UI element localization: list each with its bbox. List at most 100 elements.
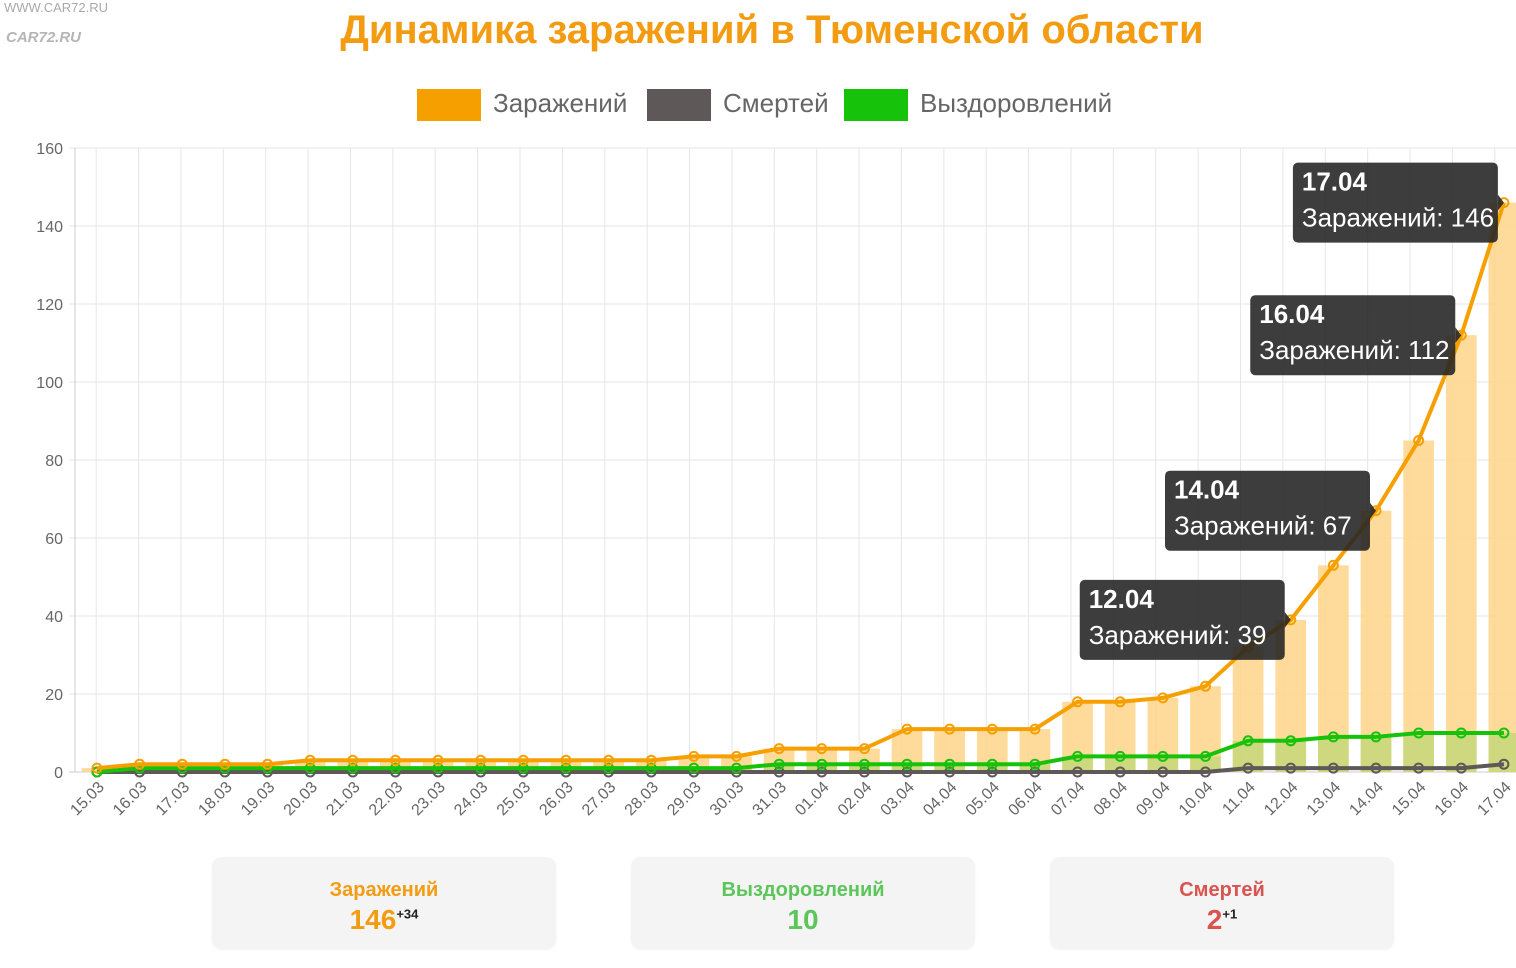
x-tick-label: 17.03	[153, 779, 193, 819]
series-point-2	[517, 762, 529, 774]
x-tick-label: 18.03	[195, 779, 235, 819]
summary-card-recovered: Выздоровлений 10	[631, 857, 975, 949]
x-tick-label: 31.03	[750, 779, 790, 819]
series-point-0	[1072, 696, 1084, 708]
tooltip-date: 12.04	[1089, 584, 1155, 614]
summary-deaths-value-wrap: 2+1	[1050, 904, 1394, 936]
series-line-1	[97, 762, 1505, 774]
x-tick-label: 09.04	[1133, 779, 1173, 819]
chart-tooltips: 17.04 Заражений: 146 16.04 Заражений: 112 14…	[1079, 162, 1504, 660]
tooltip-box	[1292, 162, 1498, 243]
series-point-0	[262, 758, 274, 770]
series-point-0	[858, 743, 870, 755]
legend-label-1: Смертей	[723, 88, 829, 118]
series-point-2	[730, 762, 742, 774]
chart-canvas: Заражений Смертей Выздоровлений 0 20 40 60 80 1…	[36, 88, 1516, 819]
tooltip-box	[1164, 470, 1370, 551]
x-tick-label: 16.03	[110, 779, 150, 819]
tooltip-date: 14.04	[1174, 475, 1240, 505]
y-tick-label: 140	[36, 219, 63, 236]
series-point-2	[944, 758, 956, 770]
chart-legend: Заражений Смертей Выздоровлений	[417, 88, 1112, 121]
bar-recovered	[1104, 756, 1136, 772]
y-tick-label: 40	[45, 609, 63, 626]
y-tick-label: 100	[36, 375, 63, 392]
series-point-0	[901, 723, 913, 735]
bar-recovered	[1147, 756, 1179, 772]
summary-recovered-label: Выздоровлений	[721, 879, 885, 901]
x-tick-label: 17.04	[1474, 779, 1514, 819]
series-point-1	[901, 766, 913, 778]
series-point-2	[560, 762, 572, 774]
tooltip-date: 16.04	[1259, 299, 1325, 329]
x-tick-label: 23.03	[409, 779, 449, 819]
series-point-1	[1498, 758, 1510, 770]
series-point-2	[986, 758, 998, 770]
site-logo[interactable]: WWW.CAR72.RU CAR72.RU	[4, 0, 108, 46]
series-point-2	[603, 762, 615, 774]
bar-infected	[1360, 510, 1392, 772]
x-tick-label: 12.04	[1261, 779, 1301, 819]
series-point-1	[1029, 766, 1041, 778]
series-point-0	[986, 723, 998, 735]
tooltip-box	[1079, 579, 1285, 660]
series-point-2	[1157, 750, 1169, 762]
tooltip-date: 17.04	[1302, 167, 1368, 197]
series-point-0	[389, 754, 401, 766]
series-point-1	[1114, 766, 1126, 778]
series-point-0	[560, 754, 572, 766]
series-point-0	[1199, 680, 1211, 692]
series-point-2	[1242, 735, 1254, 747]
series-point-0	[944, 723, 956, 735]
series-point-2	[304, 762, 316, 774]
series-point-1	[944, 766, 956, 778]
series-point-2	[347, 762, 359, 774]
x-tick-label: 30.03	[707, 779, 747, 819]
y-tick-label: 120	[36, 297, 63, 314]
series-point-1	[1242, 762, 1254, 774]
x-tick-label: 16.04	[1432, 779, 1472, 819]
x-tick-label: 15.04	[1389, 779, 1429, 819]
series-point-2	[1413, 727, 1425, 739]
legend-swatch-1	[647, 89, 711, 121]
x-tick-label: 04.04	[920, 779, 960, 819]
series-point-2	[1327, 731, 1339, 743]
summary-card-infected: Заражений 146+34	[212, 857, 556, 949]
series-point-2	[816, 758, 828, 770]
tooltip-value: Заражений: 146	[1302, 203, 1494, 233]
series-point-0	[304, 754, 316, 766]
logo-url-text: WWW.CAR72.RU	[4, 0, 108, 15]
series-point-0	[603, 754, 615, 766]
series-point-1	[1072, 766, 1084, 778]
x-tick-label: 21.03	[323, 779, 363, 819]
series-point-0	[517, 754, 529, 766]
series-point-2	[1072, 750, 1084, 762]
x-tick-label: 02.04	[835, 779, 875, 819]
series-point-0	[816, 743, 828, 755]
series-point-1	[1327, 762, 1339, 774]
x-tick-label: 28.03	[622, 779, 662, 819]
series-point-2	[432, 762, 444, 774]
tooltip-value: Заражений: 112	[1259, 335, 1449, 365]
series-point-1	[1285, 762, 1297, 774]
series-point-2	[1029, 758, 1041, 770]
x-tick-label: 22.03	[366, 779, 406, 819]
series-point-1	[1455, 762, 1467, 774]
series-point-2	[688, 762, 700, 774]
x-tick-label: 10.04	[1176, 779, 1216, 819]
series-point-0	[1029, 723, 1041, 735]
legend-swatch-0	[417, 89, 481, 121]
y-tick-label: 160	[36, 141, 63, 158]
series-point-0	[1157, 692, 1169, 704]
logo-brand-text: CAR72.RU	[6, 29, 82, 46]
x-tick-label: 26.03	[536, 779, 576, 819]
x-tick-label: 20.03	[281, 779, 321, 819]
summary-infected-value: 146	[349, 904, 397, 935]
y-tick-label: 60	[45, 531, 63, 548]
series-point-0	[730, 750, 742, 762]
tooltip-arrow	[1369, 502, 1376, 519]
summary-card-deaths: Смертей 2+1	[1050, 857, 1394, 949]
series-point-2	[1498, 727, 1510, 739]
series-line-2	[96, 731, 1504, 774]
y-tick-label: 80	[45, 453, 63, 470]
